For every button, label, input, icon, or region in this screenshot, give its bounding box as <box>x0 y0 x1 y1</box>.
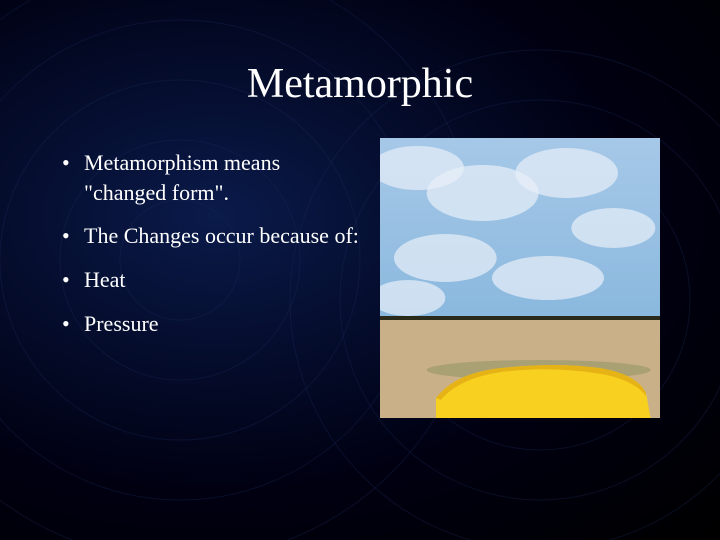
bullet-item: Pressure <box>60 309 360 339</box>
bullet-item: Heat <box>60 265 360 295</box>
content-row: Metamorphism means "changed form". The Ch… <box>60 148 660 418</box>
bullet-item: Metamorphism means "changed form". <box>60 148 360 207</box>
slide-container: Metamorphic Metamorphism means "changed … <box>0 0 720 540</box>
slide-title: Metamorphic <box>60 60 660 108</box>
geology-illustration <box>380 138 660 418</box>
bullet-item: The Changes occur because of: <box>60 221 360 251</box>
bullet-list: Metamorphism means "changed form". The Ch… <box>60 148 360 418</box>
